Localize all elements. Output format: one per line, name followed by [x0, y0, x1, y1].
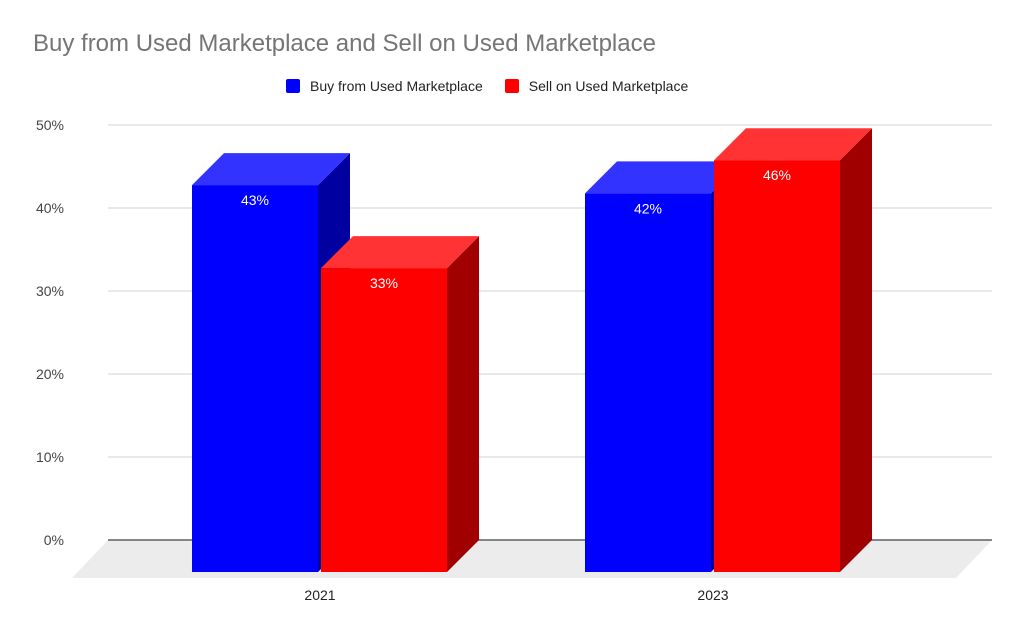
bar-side-face	[840, 128, 872, 572]
bar-front-face	[321, 268, 447, 572]
x-tick-label: 2021	[304, 587, 335, 603]
bar-front-face	[585, 193, 711, 572]
legend-item-sell[interactable]: Sell on Used Marketplace	[504, 78, 689, 94]
bar-top-face	[714, 128, 872, 161]
chart-title: Buy from Used Marketplace and Sell on Us…	[33, 30, 656, 57]
legend-item-buy[interactable]: Buy from Used Marketplace	[286, 78, 483, 94]
y-tick-label: 50%	[36, 117, 64, 133]
legend-label-buy: Buy from Used Marketplace	[310, 78, 483, 94]
data-label: 46%	[763, 167, 791, 183]
data-label: 42%	[634, 200, 662, 216]
legend-label-sell: Sell on Used Marketplace	[528, 78, 689, 94]
bar-top-face	[192, 153, 350, 186]
bar-sell-on-used-marketplace-2023	[714, 128, 872, 572]
bar-front-face	[192, 185, 318, 572]
data-label: 43%	[241, 192, 269, 208]
bar-side-face	[447, 236, 479, 572]
y-tick-label: 30%	[36, 283, 64, 299]
y-tick-label: 40%	[36, 200, 64, 216]
x-tick-label: 2023	[697, 587, 728, 603]
data-label: 33%	[370, 275, 398, 291]
bar-top-face	[585, 161, 743, 194]
bar-top-face	[321, 236, 479, 269]
bar-front-face	[714, 160, 840, 572]
y-tick-label: 0%	[44, 532, 64, 548]
y-tick-label: 20%	[36, 366, 64, 382]
legend-swatch-sell	[504, 79, 519, 93]
legend-swatch-buy	[286, 79, 300, 93]
y-tick-label: 10%	[36, 449, 64, 465]
bar-sell-on-used-marketplace-2021	[321, 236, 479, 572]
legend: Buy from Used Marketplace Sell on Used M…	[286, 78, 710, 94]
